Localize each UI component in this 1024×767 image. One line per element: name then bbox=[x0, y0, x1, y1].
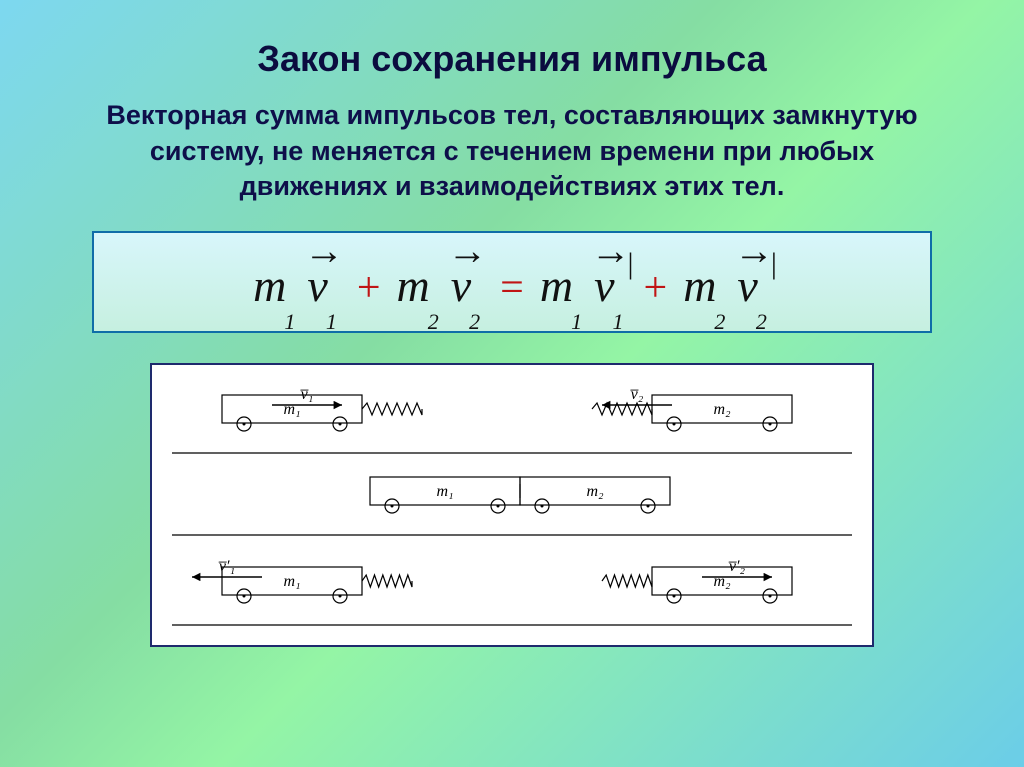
formula-mass-term: m1 bbox=[253, 263, 299, 309]
formula-velocity-term: →v1 bbox=[307, 263, 340, 309]
formula-mass-term: m1 bbox=[540, 263, 586, 309]
svg-text:v̅′₁: v̅′₁ bbox=[218, 558, 235, 575]
svg-text:m₁: m₁ bbox=[283, 401, 300, 418]
formula-op: + bbox=[345, 267, 393, 309]
svg-text:m₁: m₁ bbox=[283, 573, 300, 590]
svg-text:m₂: m₂ bbox=[713, 401, 731, 418]
svg-text:v̅₁: v̅₁ bbox=[300, 386, 314, 403]
formula-velocity-term: →v2 bbox=[451, 263, 484, 309]
formula-velocity-term: →v|2 bbox=[737, 263, 770, 309]
conservation-formula: m1→v1+m2→v2=m1→v|1+m2→v|2 bbox=[249, 243, 775, 309]
carts-diagram: m₁v̅₁m₂v̅₂m₁v̅′₁m₂v̅′₂m₁m₂ bbox=[150, 363, 874, 647]
page-title: Закон сохранения импульса bbox=[60, 38, 964, 80]
formula-op: = bbox=[488, 267, 536, 309]
formula-velocity-term: →v|1 bbox=[594, 263, 627, 309]
formula-box: m1→v1+m2→v2=m1→v|1+m2→v|2 bbox=[92, 231, 932, 333]
formula-mass-term: m2 bbox=[397, 263, 443, 309]
svg-text:v̅′₂: v̅′₂ bbox=[728, 558, 746, 575]
svg-text:m₂: m₂ bbox=[586, 483, 604, 500]
svg-text:v̅₂: v̅₂ bbox=[630, 386, 644, 403]
svg-text:m₁: m₁ bbox=[436, 483, 453, 500]
formula-mass-term: m2 bbox=[683, 263, 729, 309]
svg-text:m₂: m₂ bbox=[713, 573, 731, 590]
formula-op: + bbox=[632, 267, 680, 309]
law-statement: Векторная сумма импульсов тел, составляю… bbox=[80, 98, 944, 205]
